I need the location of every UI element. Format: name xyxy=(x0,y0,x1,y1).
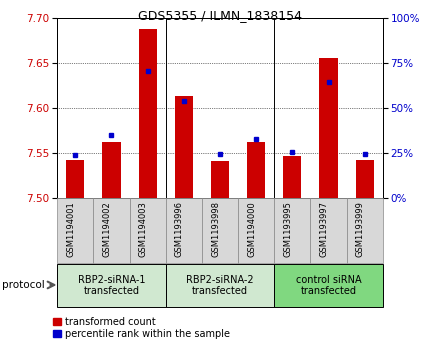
Text: RBP2-siRNA-1
transfected: RBP2-siRNA-1 transfected xyxy=(78,274,145,296)
Bar xyxy=(66,160,84,198)
Text: protocol: protocol xyxy=(2,280,45,290)
FancyBboxPatch shape xyxy=(202,198,238,263)
FancyBboxPatch shape xyxy=(57,264,166,307)
FancyBboxPatch shape xyxy=(57,198,93,263)
Bar xyxy=(247,142,265,198)
FancyBboxPatch shape xyxy=(347,198,383,263)
FancyBboxPatch shape xyxy=(166,264,274,307)
Bar xyxy=(103,142,121,198)
Text: GSM1194003: GSM1194003 xyxy=(139,201,148,257)
Text: GDS5355 / ILMN_1838154: GDS5355 / ILMN_1838154 xyxy=(138,9,302,22)
Text: GSM1193995: GSM1193995 xyxy=(283,201,292,257)
Text: control siRNA
transfected: control siRNA transfected xyxy=(296,274,361,296)
Legend: transformed count, percentile rank within the sample: transformed count, percentile rank withi… xyxy=(53,317,230,339)
Text: GSM1194002: GSM1194002 xyxy=(103,201,111,257)
Text: GSM1193999: GSM1193999 xyxy=(356,201,365,257)
FancyBboxPatch shape xyxy=(166,198,202,263)
Bar xyxy=(356,160,374,198)
Text: GSM1194001: GSM1194001 xyxy=(66,201,75,257)
FancyBboxPatch shape xyxy=(274,198,311,263)
FancyBboxPatch shape xyxy=(129,198,166,263)
Bar xyxy=(283,156,301,198)
Bar xyxy=(139,29,157,198)
Text: GSM1193997: GSM1193997 xyxy=(319,201,329,257)
Text: GSM1193998: GSM1193998 xyxy=(211,201,220,257)
Bar xyxy=(319,58,337,198)
FancyBboxPatch shape xyxy=(93,198,129,263)
Text: GSM1194000: GSM1194000 xyxy=(247,201,256,257)
FancyBboxPatch shape xyxy=(238,198,274,263)
FancyBboxPatch shape xyxy=(311,198,347,263)
Text: RBP2-siRNA-2
transfected: RBP2-siRNA-2 transfected xyxy=(186,274,254,296)
FancyBboxPatch shape xyxy=(274,264,383,307)
Text: GSM1193996: GSM1193996 xyxy=(175,201,184,257)
Bar xyxy=(175,96,193,198)
Bar xyxy=(211,161,229,198)
